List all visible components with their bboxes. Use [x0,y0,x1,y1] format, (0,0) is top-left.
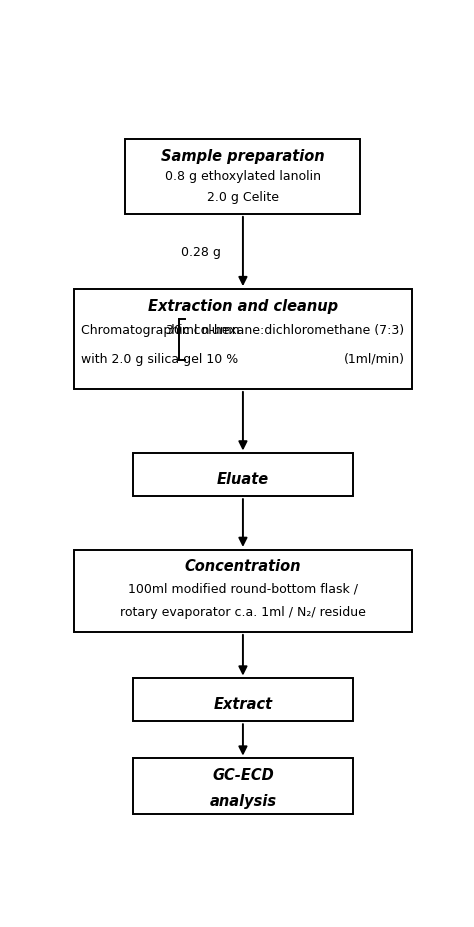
Text: 30ml n-hexane:dichloromethane (7:3): 30ml n-hexane:dichloromethane (7:3) [166,324,405,337]
Text: (1ml/min): (1ml/min) [344,352,405,365]
Bar [125,140,361,215]
Text: rotary evaporator c.a. 1ml / N₂/ residue: rotary evaporator c.a. 1ml / N₂/ residue [120,605,366,618]
Text: GC-ECD: GC-ECD [212,768,274,782]
Bar [74,289,412,389]
Text: Sample preparation: Sample preparation [161,148,325,163]
Bar [74,551,412,632]
Text: with 2.0 g silica gel 10 %: with 2.0 g silica gel 10 % [82,352,238,365]
Bar [133,454,353,497]
Text: 0.8 g ethoxylated lanolin: 0.8 g ethoxylated lanolin [165,170,321,183]
Text: 100ml modified round-bottom flask /: 100ml modified round-bottom flask / [128,582,358,595]
Text: Chromatographic column: Chromatographic column [82,324,240,337]
Text: Extraction and cleanup: Extraction and cleanup [148,298,338,313]
Bar [133,679,353,721]
Text: 0.28 g: 0.28 g [181,246,220,259]
Text: Concentration: Concentration [185,559,301,574]
Text: 2.0 g Celite: 2.0 g Celite [207,191,279,204]
Bar [133,758,353,814]
Text: Extract: Extract [213,696,273,712]
Text: analysis: analysis [210,794,276,808]
Text: Eluate: Eluate [217,472,269,487]
